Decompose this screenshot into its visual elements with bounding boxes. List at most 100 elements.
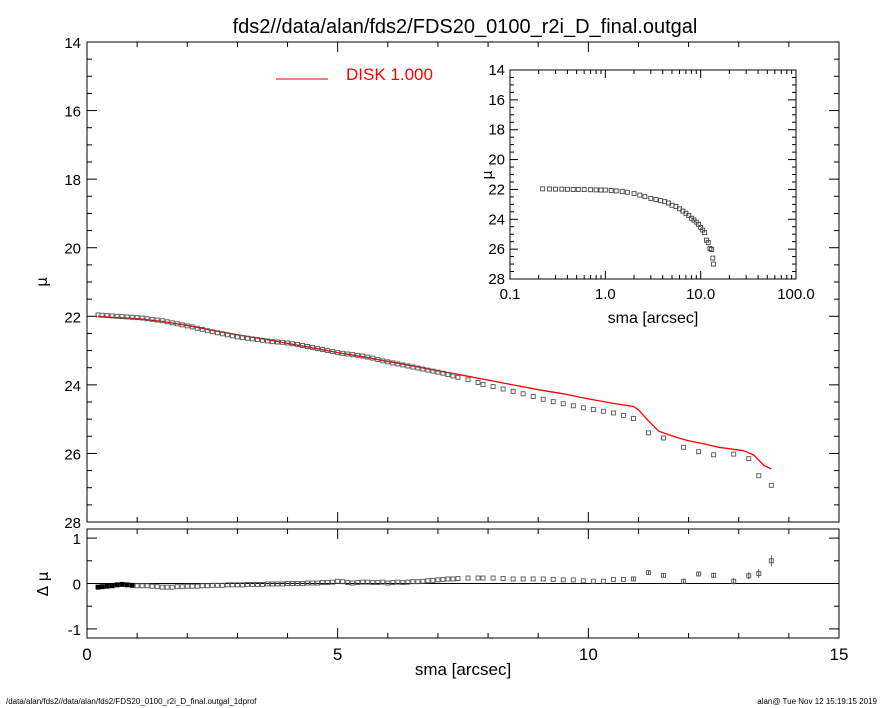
residual-point — [255, 581, 260, 587]
residual-point — [390, 580, 396, 586]
profile-point — [375, 357, 381, 362]
profile-point — [229, 333, 235, 339]
residual-point — [410, 579, 416, 585]
inset-profile-point — [553, 186, 558, 192]
residual-point — [159, 584, 165, 590]
residual-point — [731, 578, 737, 584]
residual-point — [570, 577, 576, 583]
residual-point — [134, 583, 140, 589]
residual-point — [295, 581, 301, 586]
residual-point — [189, 583, 195, 589]
profile-point — [290, 341, 295, 347]
residual-point — [224, 582, 230, 588]
profile-point — [219, 331, 225, 337]
residual-point — [270, 581, 275, 587]
disk-model-line — [97, 315, 772, 470]
residual-point — [300, 581, 306, 586]
profile-point — [440, 370, 446, 376]
x-tick-label: 5 — [333, 645, 342, 664]
residual-point — [179, 584, 185, 590]
residual-point — [275, 581, 280, 587]
inset-profile-point — [559, 186, 565, 192]
profile-point — [570, 403, 576, 409]
profile-point — [410, 364, 416, 370]
residual-point — [580, 578, 586, 584]
profile-point — [560, 401, 566, 407]
inset-profile-point — [575, 186, 581, 192]
residual-point — [260, 581, 265, 587]
profile-point — [330, 349, 336, 355]
residual-point — [104, 583, 110, 589]
residual-point — [320, 580, 326, 586]
residual-point — [305, 580, 311, 586]
residual-point — [330, 579, 336, 585]
profile-point — [335, 350, 341, 356]
profile-point — [370, 355, 376, 361]
main-y-axis-label: μ — [33, 277, 51, 287]
residual-point — [696, 571, 702, 577]
profile-point — [731, 451, 737, 457]
profile-point — [134, 315, 140, 321]
residual-point — [365, 579, 371, 585]
profile-point — [214, 330, 220, 336]
profile-point — [445, 372, 451, 378]
residual-point — [124, 582, 130, 588]
main-y-tick-label: 22 — [64, 309, 81, 326]
residual-point — [560, 577, 566, 583]
main-y-tick-label: 16 — [64, 104, 81, 121]
profile-point — [265, 338, 270, 344]
chart-title: fds2//data/alan/fds2/FDS20_0100_r2i_D_fi… — [233, 16, 698, 38]
residual-point — [285, 581, 290, 586]
residual-point — [385, 580, 391, 586]
profile-point — [164, 319, 170, 325]
residual-point — [440, 576, 446, 582]
profile-point — [199, 326, 205, 332]
inset-background — [510, 70, 796, 279]
inset-y-tick-label: 16 — [488, 92, 505, 109]
profile-point — [590, 407, 596, 412]
residual-point — [425, 578, 431, 584]
profile-point — [295, 341, 301, 347]
profile-point — [430, 368, 436, 374]
footer-file-path: /data/alan/fds2//data/alan/fds2/FDS20_01… — [6, 697, 257, 706]
profile-point — [169, 320, 175, 326]
residual-point — [768, 558, 774, 564]
residual-point — [199, 583, 205, 589]
inset-profile-point — [648, 195, 654, 201]
profile-point — [204, 328, 210, 334]
residual-point — [746, 573, 752, 579]
residual-point — [395, 579, 401, 585]
inset-x-axis-label: sma [arcsec] — [608, 310, 699, 327]
profile-point — [450, 373, 456, 379]
residual-point — [99, 584, 105, 590]
profile-point — [681, 444, 687, 450]
profile-point — [390, 360, 396, 366]
profile-point — [139, 315, 145, 321]
residual-point — [119, 581, 125, 587]
residual-point — [455, 576, 461, 581]
inset-profile-point — [642, 194, 648, 200]
x-tick-label: 10 — [579, 645, 598, 664]
profile-point — [270, 339, 275, 345]
residual-point — [490, 575, 496, 581]
profile-point — [340, 350, 346, 356]
profile-point — [756, 473, 762, 479]
residual-point — [400, 580, 406, 586]
residual-point — [500, 576, 506, 581]
profile-point — [746, 456, 752, 462]
inset-profile-point — [570, 186, 576, 192]
inset-profile-point — [619, 188, 625, 194]
residual-point — [149, 583, 155, 589]
profile-point — [149, 316, 155, 322]
profile-point — [174, 321, 180, 327]
footer-user-timestamp: alan@ Tue Nov 12 15:19:15 2019 — [757, 697, 877, 706]
main-y-tick-label: 14 — [64, 35, 81, 52]
inset-profile-point — [702, 230, 708, 236]
profile-point — [768, 482, 774, 488]
profile-point — [661, 435, 666, 441]
profile-point — [365, 354, 371, 360]
profile-point — [109, 313, 115, 319]
main-y-tick-label: 24 — [64, 378, 81, 395]
x-tick-label: 15 — [830, 645, 849, 664]
residual-point — [610, 576, 616, 582]
